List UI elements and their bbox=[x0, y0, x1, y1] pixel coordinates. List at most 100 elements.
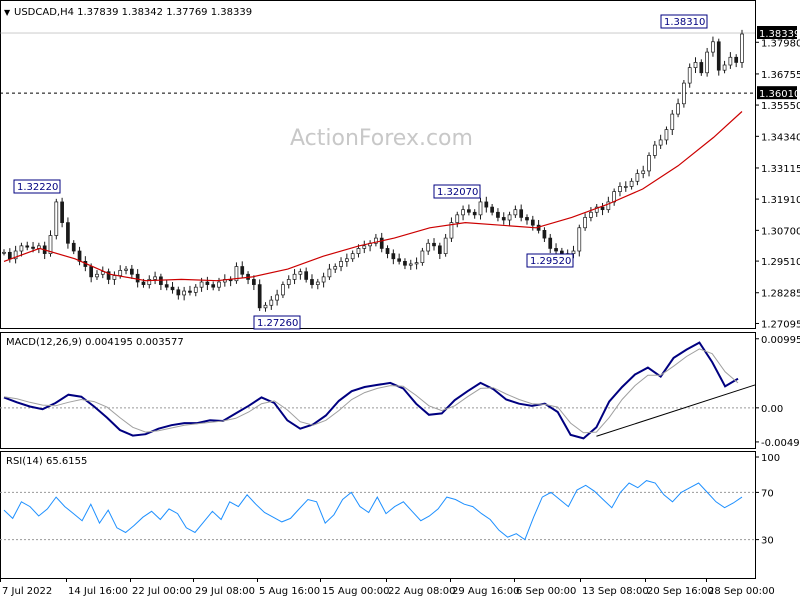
candle bbox=[490, 206, 494, 213]
panel-frame bbox=[0, 332, 756, 449]
candle bbox=[106, 271, 111, 280]
candle bbox=[19, 245, 24, 252]
candle bbox=[577, 227, 582, 252]
candle bbox=[379, 237, 384, 249]
candle bbox=[606, 201, 611, 211]
candle bbox=[362, 245, 367, 249]
watermark: ActionForex.com bbox=[290, 126, 473, 151]
last-price-box bbox=[757, 26, 797, 40]
x-tick-label: 20 Sep 16:00 bbox=[647, 586, 714, 597]
x-tick-label: 7 Jul 2022 bbox=[2, 586, 52, 597]
candle bbox=[594, 206, 599, 213]
candle bbox=[623, 186, 628, 188]
candle bbox=[403, 261, 407, 266]
candle bbox=[530, 219, 535, 226]
candle bbox=[89, 266, 94, 278]
candle bbox=[443, 237, 448, 254]
candle bbox=[141, 281, 146, 285]
annotation-box bbox=[13, 179, 61, 194]
candle bbox=[687, 67, 692, 84]
candle bbox=[647, 155, 651, 172]
candle bbox=[635, 173, 640, 182]
candle bbox=[211, 284, 216, 288]
y-tick-label: 30 bbox=[761, 536, 774, 547]
candle bbox=[385, 248, 390, 254]
candle bbox=[95, 273, 99, 278]
candle bbox=[716, 41, 721, 71]
macd-panel: MACD(12,26,9) 0.004195 0.003577 0.009956 0… bbox=[0, 335, 800, 449]
y-tick-label: 1.27095 bbox=[761, 319, 800, 330]
y-tick-label: -0.004912 bbox=[761, 438, 800, 449]
candle bbox=[554, 248, 558, 252]
candle bbox=[618, 186, 622, 192]
candle bbox=[519, 209, 524, 218]
candle bbox=[548, 237, 553, 249]
candle bbox=[205, 281, 210, 285]
candle bbox=[525, 217, 529, 221]
candle bbox=[275, 294, 279, 301]
candle bbox=[682, 82, 686, 105]
candle bbox=[2, 251, 6, 254]
candle bbox=[374, 237, 378, 244]
annotation-box bbox=[526, 253, 574, 268]
candle bbox=[129, 268, 134, 275]
candle bbox=[664, 129, 669, 141]
candle bbox=[298, 271, 303, 275]
annotation-label: 1.32070 bbox=[437, 187, 478, 198]
annotation-label: 1.27260 bbox=[257, 318, 298, 329]
candle bbox=[118, 270, 123, 276]
rsi-line bbox=[3, 480, 743, 541]
x-tick-label: 13 Sep 08:00 bbox=[582, 586, 649, 597]
x-tick-label: 15 Aug 00:00 bbox=[322, 586, 389, 597]
y-tick-label: 0.009956 bbox=[761, 335, 800, 346]
candle bbox=[693, 62, 698, 68]
candle bbox=[437, 245, 442, 254]
candle bbox=[135, 273, 140, 283]
candle bbox=[321, 276, 326, 283]
moving-average-line bbox=[3, 111, 743, 282]
candle bbox=[734, 56, 739, 63]
candle bbox=[240, 266, 245, 275]
candle bbox=[670, 113, 675, 130]
annotation-label: 1.38310 bbox=[664, 17, 705, 28]
level-label-box bbox=[757, 86, 797, 100]
y-tick-label: 1.36755 bbox=[761, 70, 800, 81]
candle bbox=[356, 248, 361, 254]
candle bbox=[728, 56, 733, 66]
candle bbox=[571, 250, 576, 254]
annotation-label: 1.29520 bbox=[530, 256, 571, 267]
candle bbox=[705, 51, 709, 74]
candle bbox=[217, 281, 221, 288]
candle bbox=[176, 289, 181, 296]
x-axis: 7 Jul 2022 14 Jul 16:00 22 Jul 00:00 29 Jul… bbox=[0, 578, 775, 597]
y-tick-label: 100 bbox=[761, 453, 780, 464]
candle bbox=[153, 276, 157, 280]
candle bbox=[257, 284, 262, 309]
candle bbox=[420, 250, 425, 263]
candle bbox=[48, 235, 53, 254]
candle bbox=[345, 258, 349, 262]
x-tick-label: 6 Sep 00:00 bbox=[516, 586, 576, 597]
candle bbox=[507, 214, 512, 221]
rsi-title: RSI(14) 65.6155 bbox=[6, 456, 87, 467]
candle bbox=[25, 245, 30, 248]
candle bbox=[112, 275, 117, 280]
candle bbox=[542, 230, 547, 239]
candle bbox=[397, 258, 401, 262]
price-panel: ActionForex.com ▼ USDCAD,H4 1.37839 1.3834… bbox=[0, 7, 800, 330]
y-tick-label: 1.34340 bbox=[761, 132, 800, 143]
candle bbox=[7, 251, 12, 260]
candle bbox=[699, 62, 704, 74]
candle bbox=[467, 209, 471, 213]
candle bbox=[501, 217, 506, 221]
panel-frame bbox=[0, 451, 756, 579]
rsi-panel: RSI(14) 65.6155 100 70 30 bbox=[0, 453, 780, 547]
price-header: USDCAD,H4 1.37839 1.38342 1.37769 1.3833… bbox=[14, 7, 252, 18]
candle bbox=[124, 268, 128, 271]
candle bbox=[71, 242, 76, 252]
candle bbox=[333, 266, 338, 270]
candle bbox=[60, 201, 64, 223]
dropdown-triangle-icon: ▼ bbox=[4, 8, 11, 17]
candle bbox=[472, 211, 477, 216]
